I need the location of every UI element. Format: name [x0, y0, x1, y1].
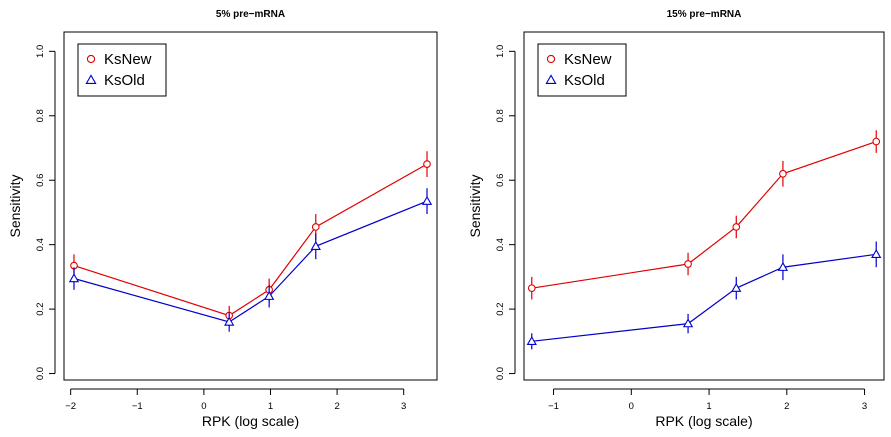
data-point-circle — [527, 284, 536, 293]
data-point-triangle — [310, 240, 321, 250]
legend-label: KsNew — [104, 51, 152, 68]
x-tick-label: 0 — [201, 401, 206, 412]
legend-box — [77, 43, 167, 97]
y-tick-label: 0.6 — [35, 174, 46, 187]
data-point-triangle — [682, 318, 694, 328]
legend-marker-circle — [86, 54, 96, 64]
y-tick-label: 0.2 — [35, 303, 46, 316]
plot-frame — [523, 31, 885, 381]
y-axis-label: Sensitivity — [467, 174, 483, 237]
y-tick-label: 0.4 — [35, 238, 46, 251]
y-tick-label: 0.6 — [495, 174, 506, 187]
x-tick-label: 1 — [268, 401, 273, 412]
data-point-circle — [779, 169, 787, 178]
data-point-triangle — [264, 290, 275, 300]
x-tick-label: 3 — [401, 401, 406, 412]
series-ksold — [526, 241, 882, 350]
chart-title: 5% pre−mRNA — [216, 9, 285, 20]
legend-label: KsNew — [564, 51, 612, 68]
y-tick-label: 0.8 — [35, 109, 46, 122]
series-ksold — [68, 188, 433, 332]
data-point-circle — [732, 223, 741, 231]
x-tick-label: 3 — [862, 401, 867, 412]
data-point-triangle — [68, 273, 80, 283]
legend-marker-triangle — [85, 74, 97, 84]
y-tick-label: 0.0 — [35, 367, 46, 380]
data-point-triangle — [224, 316, 235, 326]
series-ksnew — [527, 130, 881, 300]
y-tick-label: 0.8 — [495, 109, 506, 122]
legend-box — [537, 43, 627, 97]
y-tick-label: 0.4 — [495, 238, 506, 251]
x-axis-label: RPK (log scale) — [202, 413, 299, 429]
y-tick-label: 1.0 — [35, 45, 46, 58]
x-tick-label: −2 — [65, 401, 76, 412]
x-axis-label: RPK (log scale) — [655, 413, 752, 429]
data-point-triangle — [731, 282, 742, 292]
legend: KsNew KsOld — [77, 43, 167, 97]
legend-marker-triangle — [545, 74, 557, 84]
data-point-triangle — [421, 195, 433, 205]
series-line — [531, 140, 877, 289]
y-tick-label: 0.2 — [495, 303, 506, 316]
data-point-circle — [311, 223, 320, 231]
legend-marker-circle — [546, 54, 556, 64]
chart-title: 15% pre−mRNA — [667, 9, 742, 20]
x-tick-label: −1 — [548, 401, 559, 412]
chart-panel-1: 5% pre−mRNA −2 −1 0 1 2 3 RPK (log scale) 0.0 0.2… — [7, 9, 438, 429]
data-point-circle — [684, 260, 692, 268]
legend: KsNew KsOld — [537, 43, 627, 97]
chart-panel-2: 15% pre−mRNA −1 0 1 2 3 RPK (log scale) 0.0 0.2 0… — [467, 9, 885, 429]
legend-label: KsOld — [564, 72, 605, 89]
y-axis-label: Sensitivity — [7, 174, 23, 237]
data-point-triangle — [777, 261, 789, 271]
plot-frame — [63, 31, 438, 381]
data-point-circle — [872, 137, 881, 146]
data-point-triangle — [871, 249, 882, 259]
data-point-triangle — [526, 336, 537, 346]
legend-label: KsOld — [104, 72, 145, 89]
y-tick-label: 1.0 — [495, 45, 506, 58]
series-line — [531, 253, 877, 342]
x-tick-label: 1 — [706, 401, 711, 412]
x-tick-label: 2 — [784, 401, 789, 412]
y-tick-label: 0.0 — [495, 367, 506, 380]
series-ksnew — [70, 151, 431, 326]
x-tick-label: 2 — [334, 401, 339, 412]
data-point-circle — [423, 160, 431, 168]
series-line — [73, 200, 428, 323]
x-tick-label: −1 — [132, 401, 143, 412]
x-tick-label: 0 — [629, 401, 634, 412]
